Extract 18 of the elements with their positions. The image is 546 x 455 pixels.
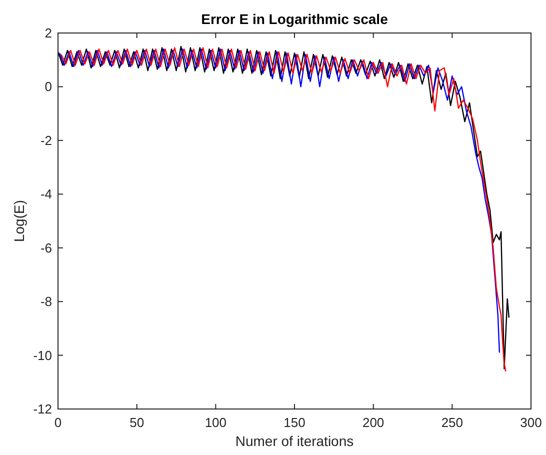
x-tick-label: 0 <box>54 415 62 430</box>
x-tick-label: 100 <box>204 415 227 430</box>
y-tick-label: -2 <box>40 132 52 148</box>
y-tick-label: 0 <box>44 79 52 94</box>
x-tick-label: 250 <box>441 415 464 430</box>
y-tick-label: -10 <box>33 348 52 363</box>
y-tick-label: -12 <box>33 402 52 416</box>
x-tick-label: 50 <box>130 415 144 430</box>
chart-title: Error E in Logarithmic scale <box>201 11 388 27</box>
y-axis-title: Log(E) <box>11 200 27 242</box>
y-tick-label: -6 <box>40 240 52 256</box>
x-tick-label: 200 <box>362 415 384 430</box>
y-tick-label: -4 <box>40 186 52 202</box>
x-tick-label: 300 <box>520 415 542 430</box>
y-tick-label: -8 <box>40 294 52 310</box>
x-axis-title: Numer of iterations <box>235 433 354 449</box>
x-tick-label: 150 <box>284 415 306 430</box>
y-tick-label: 2 <box>44 26 52 40</box>
